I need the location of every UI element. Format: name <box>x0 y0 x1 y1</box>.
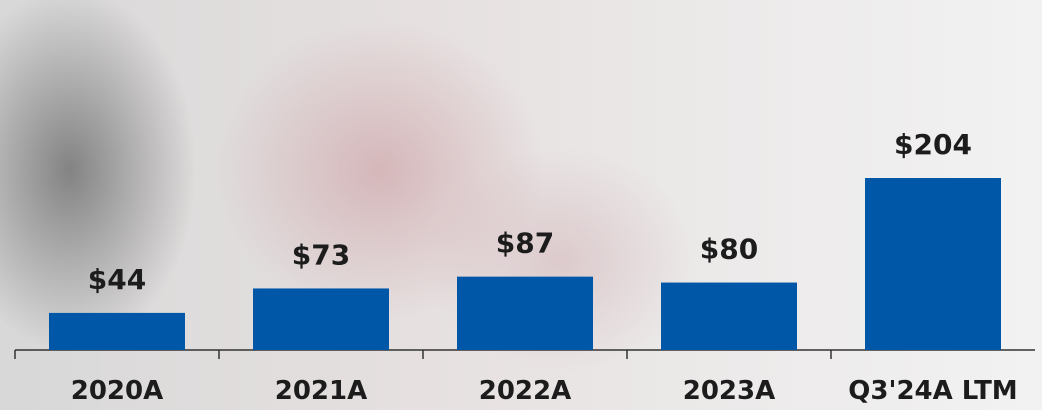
bar <box>253 288 389 350</box>
value-label: $73 <box>292 238 350 271</box>
x-tick-label: 2023A <box>683 376 776 406</box>
x-tick-label: 2020A <box>71 376 164 406</box>
bar <box>457 276 593 350</box>
bar <box>661 282 797 350</box>
x-tick-label: 2022A <box>479 376 572 406</box>
value-label: $80 <box>700 233 758 266</box>
x-tick-label: Q3'24A LTM <box>848 376 1017 406</box>
bar <box>49 312 185 350</box>
value-label: $87 <box>496 227 554 260</box>
value-label: $204 <box>894 128 972 161</box>
x-tick-label: 2021A <box>275 376 368 406</box>
value-label: $44 <box>88 263 146 296</box>
bar <box>865 178 1001 350</box>
